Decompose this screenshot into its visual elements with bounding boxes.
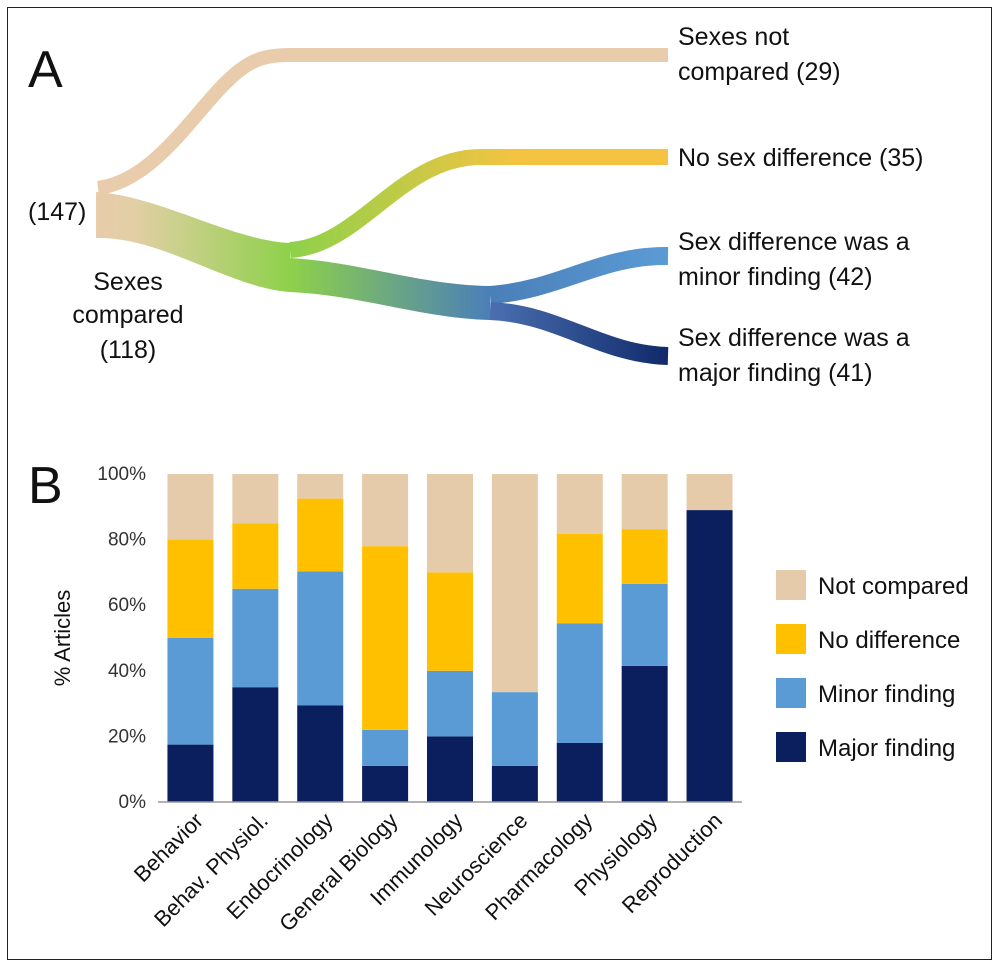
- outcome-not-compared-line-1: Sexes not: [678, 23, 789, 51]
- bar-segment-major-finding: [621, 665, 668, 802]
- bar-stack-endocrinology: [297, 474, 344, 802]
- bar-segment-major-finding: [491, 765, 538, 802]
- bar-segment-major-finding: [556, 742, 603, 802]
- panel-b-stacked-bar-chart: B % Articles 0% 20% 40% 60% 80% 100% Behavior…: [28, 457, 969, 936]
- outcome-no-difference: No sex difference (35): [678, 144, 924, 172]
- outcome-minor-line-2: minor finding (42): [678, 263, 873, 291]
- legend-swatch-major-finding: [776, 732, 806, 762]
- bar-segment-not-compared: [621, 474, 668, 530]
- bar-stack-reproduction: [686, 474, 733, 802]
- y-tick-label: 0%: [119, 792, 147, 813]
- bar-stack-pharmacology: [556, 474, 603, 802]
- legend: Not compared No difference Minor finding Ma…: [776, 570, 969, 762]
- compared-label-line-2: compared: [72, 301, 183, 329]
- y-tick-label: 80%: [108, 530, 146, 551]
- x-category-label: General Biology: [274, 808, 402, 936]
- bar-segment-minor-finding: [427, 670, 473, 737]
- bar-stack-immunology: [427, 474, 473, 802]
- bar-stack-physiology: [621, 474, 668, 802]
- y-tick-label: 100%: [97, 464, 146, 485]
- legend-label: Minor finding: [818, 681, 955, 708]
- bar-segment-major-finding: [427, 736, 473, 802]
- bar-segment-major-finding: [686, 510, 733, 802]
- legend-label: Major finding: [818, 735, 955, 762]
- legend-swatch-minor-finding: [776, 678, 806, 708]
- compared-label-line-1: Sexes: [93, 268, 162, 296]
- bar-segment-no-difference: [167, 539, 214, 638]
- y-tick-label: 20%: [108, 726, 146, 747]
- y-axis-ticks: 0% 20% 40% 60% 80% 100%: [97, 464, 146, 813]
- legend-label: No difference: [818, 627, 960, 654]
- y-tick-label: 40%: [108, 661, 146, 682]
- bar-segment-minor-finding: [167, 638, 214, 745]
- bar-segment-no-difference: [297, 498, 344, 572]
- flow-minor-finding: [489, 246, 669, 304]
- panel-b-label: B: [28, 457, 63, 515]
- outcome-not-compared-line-2: compared (29): [678, 58, 841, 86]
- bar-stack-behav-physiol: [232, 474, 279, 802]
- bar-segment-major-finding: [167, 744, 214, 802]
- bar-segment-minor-finding: [491, 692, 538, 766]
- legend-swatch-no-difference: [776, 624, 806, 654]
- total-count-label: (147): [28, 198, 86, 226]
- bar-segment-minor-finding: [297, 571, 344, 706]
- bar-segment-no-difference: [427, 572, 473, 671]
- bar-segment-minor-finding: [556, 623, 603, 743]
- bar-segment-minor-finding: [232, 588, 279, 688]
- bars: [167, 474, 733, 802]
- bar-segment-no-difference: [232, 523, 279, 589]
- legend-swatch-not-compared: [776, 570, 806, 600]
- bar-segment-no-difference: [556, 533, 603, 624]
- y-axis-label: % Articles: [50, 590, 75, 687]
- bar-segment-minor-finding: [362, 729, 409, 766]
- bar-segment-not-compared: [297, 474, 344, 499]
- bar-stack-general-biology: [362, 474, 409, 802]
- flow-not-compared: [96, 48, 668, 195]
- bar-segment-not-compared: [427, 474, 473, 573]
- legend-label: Not compared: [818, 573, 969, 600]
- flow-no-difference: [289, 149, 668, 258]
- compared-label-line-3: (118): [100, 336, 157, 364]
- y-tick-label: 60%: [108, 595, 146, 616]
- bar-segment-not-compared: [686, 474, 733, 511]
- bar-stack-neuroscience: [491, 474, 538, 802]
- bar-segment-not-compared: [167, 474, 214, 540]
- bar-segment-major-finding: [232, 687, 279, 802]
- bar-segment-no-difference: [621, 529, 668, 584]
- bar-segment-not-compared: [491, 474, 538, 693]
- outcome-minor-line-1: Sex difference was a: [678, 228, 910, 256]
- flow-major-finding: [489, 302, 669, 365]
- outcome-major-line-1: Sex difference was a: [678, 324, 910, 352]
- bar-stack-behavior: [167, 474, 214, 802]
- figure-frame: [7, 7, 992, 960]
- bar-segment-major-finding: [297, 705, 344, 802]
- bar-segment-major-finding: [362, 765, 409, 802]
- bar-segment-not-compared: [362, 474, 409, 547]
- bar-segment-minor-finding: [621, 583, 668, 666]
- bar-segment-not-compared: [232, 474, 279, 524]
- flow-compared-trunk: [290, 258, 490, 320]
- bar-segment-no-difference: [362, 546, 409, 730]
- bar-segment-not-compared: [556, 474, 603, 534]
- outcome-major-line-2: major finding (41): [678, 359, 873, 387]
- panel-a-label: A: [28, 41, 63, 99]
- flow-compared-root: [96, 192, 290, 292]
- x-category-label: Behav. Physiol.: [149, 808, 273, 932]
- panel-a-flow-diagram: A (147) Sexes compared (118) Sexes not c…: [28, 23, 924, 387]
